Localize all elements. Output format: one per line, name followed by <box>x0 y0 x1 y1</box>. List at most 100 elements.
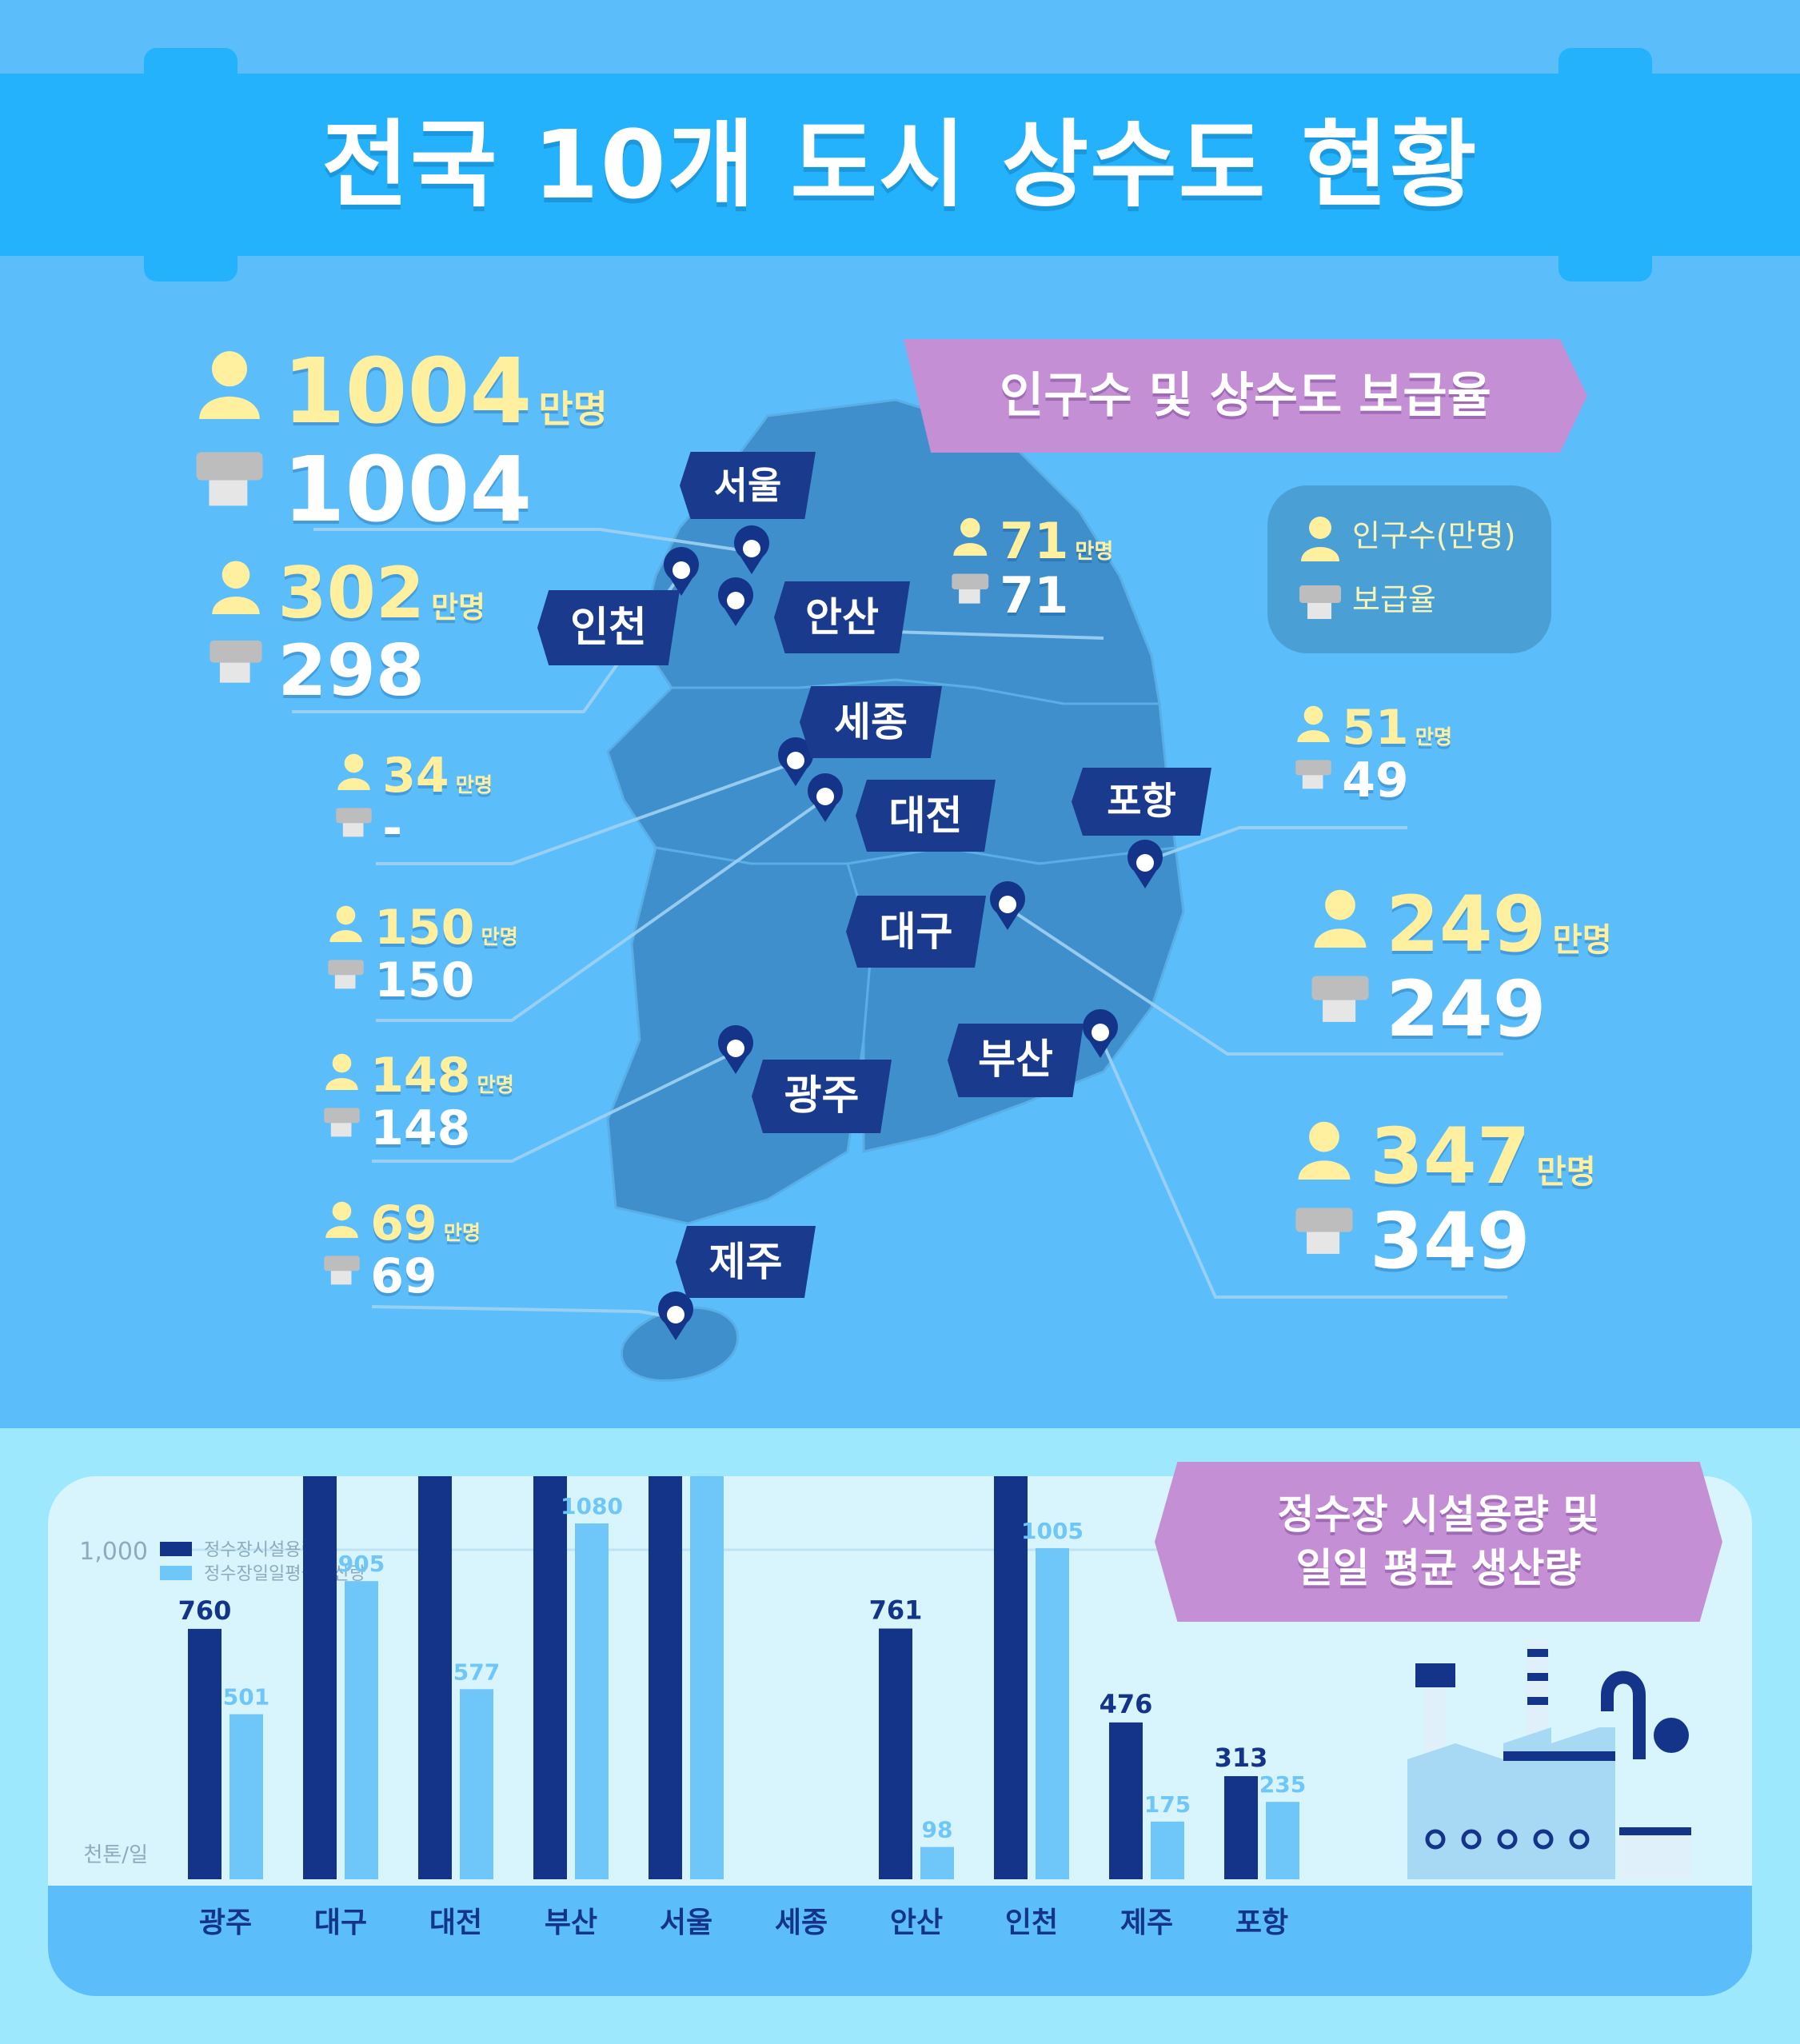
supply-rate-value: 349 <box>1370 1196 1531 1286</box>
population-number: 69 <box>370 1196 437 1252</box>
population-number: 347 <box>1370 1112 1531 1201</box>
faucet-icon <box>1299 585 1341 619</box>
bar <box>1036 1547 1069 1879</box>
bar <box>1151 1821 1184 1879</box>
population-unit: 만명 <box>538 388 608 432</box>
person-icon <box>1301 516 1339 561</box>
city-label: 부산 <box>948 1024 1084 1097</box>
x-category-label: 대전 <box>429 1906 482 1939</box>
legend-population: 인구수(만명) <box>1299 511 1515 561</box>
map-section-ribbon: 인구수 및 상수도 보급율 <box>904 339 1587 453</box>
bar-value-label: 98 <box>922 1817 953 1843</box>
chart-section-ribbon: 정수장 시설용량 및 일일 평균 생산량 <box>1155 1462 1722 1622</box>
city-label: 안산 <box>774 581 910 653</box>
leader-jeju <box>371 1305 676 1319</box>
bar <box>1224 1776 1258 1879</box>
legend-population-label: 인구수(만명) <box>1352 518 1516 553</box>
population-number: 249 <box>1386 880 1547 969</box>
population-unit: 만명 <box>1075 540 1114 564</box>
faucet-icon <box>324 1256 360 1285</box>
city-label: 인천 <box>537 590 680 665</box>
location-pin-icon <box>1127 840 1163 888</box>
bar <box>994 1476 1028 1879</box>
leader-busan <box>1098 1035 1507 1299</box>
bar-value-label: 760 <box>178 1595 232 1626</box>
supply-rate-value: 148 <box>370 1100 471 1156</box>
city-label: 광주 <box>752 1060 892 1133</box>
water-strip <box>48 1886 1752 1996</box>
bar-value-label: 1005 <box>1021 1518 1084 1544</box>
chart-ribbon-line2: 일일 평균 생산량 <box>1295 1545 1582 1591</box>
water-plant-illustration <box>1407 1639 1691 1879</box>
city-label: 대전 <box>856 780 996 852</box>
faucet-icon <box>328 960 364 989</box>
location-pin-icon <box>808 773 843 822</box>
bar-value-label: 1080 <box>561 1493 623 1519</box>
population-unit: 만명 <box>1415 725 1453 749</box>
population-value: 150 만명 <box>374 900 518 956</box>
person-icon <box>199 351 260 420</box>
x-category-label: 제주 <box>1120 1906 1173 1939</box>
location-pin-icon <box>718 577 754 626</box>
bar-value-label: 175 <box>1144 1791 1191 1818</box>
population-number: 34 <box>382 748 449 804</box>
person-icon <box>1297 705 1330 743</box>
plant-annex <box>1619 1831 1691 1879</box>
banner-tab-right <box>1559 48 1652 281</box>
leader-gwangju <box>372 1050 736 1163</box>
leader-daejeon <box>376 798 825 1022</box>
bar <box>188 1628 222 1879</box>
population-value: 51 만명 <box>1342 700 1452 756</box>
x-category-label: 대구 <box>314 1906 367 1939</box>
city-label: 서울 <box>680 452 816 519</box>
x-category-label: 서울 <box>660 1906 712 1939</box>
population-unit: 만명 <box>443 1221 481 1244</box>
location-pin-icon <box>778 737 813 786</box>
location-pin-icon <box>664 547 699 596</box>
legend-supply-rate: 보급율 <box>1299 575 1436 622</box>
supply-rate-value: 69 <box>370 1248 437 1304</box>
x-category-label: 안산 <box>890 1906 943 1939</box>
supply-rate-value: 71 <box>1000 566 1069 625</box>
city-label: 세종 <box>800 686 942 758</box>
city-label: 제주 <box>676 1226 816 1298</box>
plant-tower <box>1425 1687 1446 1759</box>
person-icon <box>953 517 988 556</box>
bar-value-label: 761 <box>869 1595 923 1625</box>
population-number: 302 <box>277 552 425 634</box>
location-pin-icon <box>1083 1009 1118 1058</box>
population-number: 148 <box>370 1048 471 1104</box>
leader-pohang <box>1143 826 1407 864</box>
supply-rate-value: 49 <box>1342 753 1409 808</box>
bar <box>229 1714 263 1879</box>
legend-label: 정수장일일평균생산량 <box>204 1564 365 1584</box>
location-pin-icon <box>733 525 769 574</box>
bar <box>418 1476 452 1879</box>
population-unit: 만명 <box>481 925 518 948</box>
bar <box>879 1628 912 1879</box>
bar <box>920 1846 954 1879</box>
legend-label: 정수장시설용량 <box>204 1540 317 1560</box>
chart-ribbon-line1: 정수장 시설용량 및 <box>1277 1491 1600 1538</box>
bar <box>345 1581 378 1879</box>
y-tick-label: 1,000 <box>79 1538 148 1566</box>
person-icon <box>1314 889 1367 948</box>
faucet-icon <box>336 808 372 837</box>
bar <box>533 1476 567 1879</box>
plant-dome <box>1654 1718 1689 1753</box>
x-category-label: 세종 <box>775 1906 828 1939</box>
leader-ansan <box>891 630 1104 640</box>
bar <box>1109 1722 1143 1879</box>
bar <box>690 1476 724 1879</box>
person-icon <box>337 753 370 791</box>
bar-value-label: 905 <box>338 1551 385 1577</box>
person-icon <box>325 1201 358 1239</box>
supply-rate-value: 1004 <box>282 438 533 543</box>
bar-value-label: 501 <box>223 1684 269 1711</box>
faucet-icon <box>1295 760 1331 789</box>
bar <box>303 1476 337 1879</box>
supply-rate-value: 298 <box>277 629 425 712</box>
bar <box>1266 1802 1299 1879</box>
person-icon <box>212 561 260 615</box>
population-unit: 만명 <box>431 590 486 625</box>
